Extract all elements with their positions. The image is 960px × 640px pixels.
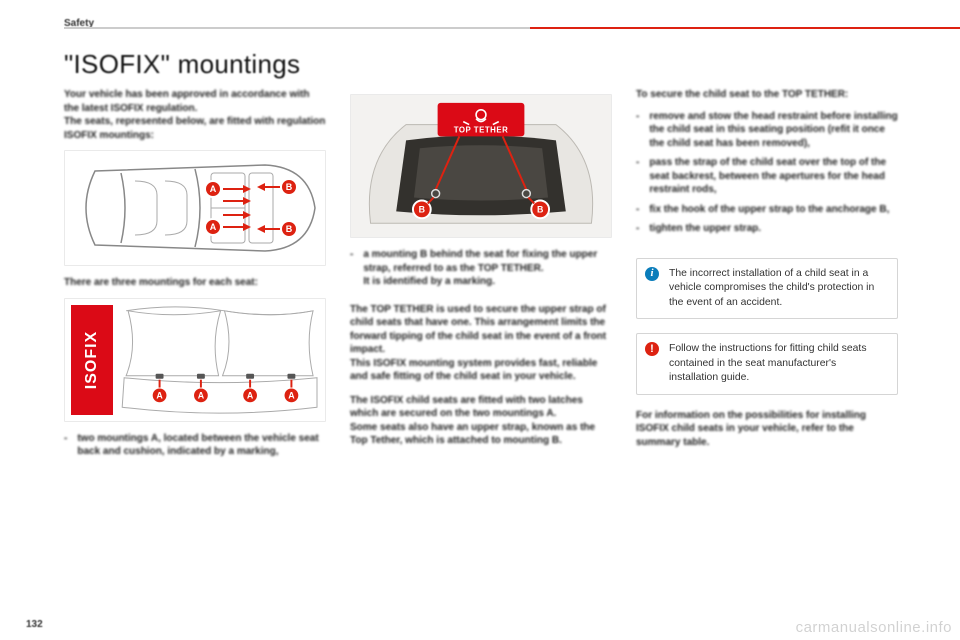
svg-text:A: A	[247, 390, 254, 400]
svg-text:A: A	[198, 390, 205, 400]
warning-text: Follow the instructions for fitting chil…	[669, 343, 867, 383]
col1-bullet-1: - two mountings A, located between the v…	[64, 432, 326, 459]
watermark: carmanualsonline.info	[796, 619, 952, 636]
col3-b4: -tighten the upper strap.	[636, 222, 898, 236]
content-columns: Your vehicle has been approved in accord…	[64, 88, 896, 465]
fig-caption: There are three mountings for each seat:	[64, 276, 326, 290]
isofix-seats-svg: A A A A	[65, 299, 325, 421]
trunk-svg: TOP TETHER B B	[351, 95, 611, 237]
column-2: TOP TETHER B B - a mounting B behind the…	[350, 88, 612, 465]
svg-text:A: A	[156, 390, 163, 400]
figure-car-topview: A A B B	[64, 150, 326, 266]
page-title: "ISOFIX" mountings	[64, 49, 896, 80]
info-icon: i	[645, 267, 659, 281]
svg-text:B: B	[537, 204, 543, 214]
car-top-svg: A A B B	[65, 151, 325, 265]
col3-footer: For information on the possibilities for…	[636, 409, 898, 450]
badge-B-group: B B	[281, 179, 297, 237]
dash-icon: -	[636, 110, 639, 151]
rule-red	[530, 27, 960, 29]
manual-page: Safety "ISOFIX" mountings Your vehicle h…	[0, 0, 960, 640]
col2-para2: The ISOFIX child seats are fitted with t…	[350, 394, 612, 448]
column-1: Your vehicle has been approved in accord…	[64, 88, 326, 465]
header-rule	[0, 27, 960, 29]
col2-para1: The TOP TETHER is used to secure the upp…	[350, 303, 612, 384]
column-3: To secure the child seat to the TOP TETH…	[636, 88, 898, 465]
dash-icon: -	[350, 248, 353, 289]
figure-isofix-label: ISOFIX A A A	[64, 298, 326, 422]
bullet-text: a mounting B behind the seat for fixing …	[363, 248, 612, 289]
col3-b3: -fix the hook of the upper strap to the …	[636, 203, 898, 217]
bullet-text: pass the strap of the child seat over th…	[649, 156, 898, 197]
col3-b2: -pass the strap of the child seat over t…	[636, 156, 898, 197]
dash-icon: -	[636, 203, 639, 217]
col3-heading: To secure the child seat to the TOP TETH…	[636, 88, 898, 102]
warning-icon: !	[645, 342, 659, 356]
warning-note-box: ! Follow the instructions for fitting ch…	[636, 333, 898, 395]
svg-text:B: B	[286, 224, 293, 234]
svg-text:B: B	[286, 182, 293, 192]
dash-icon: -	[636, 222, 639, 236]
bullet-text: remove and stow the head restraint befor…	[649, 110, 898, 151]
bullet-text: tighten the upper strap.	[649, 222, 761, 236]
dash-icon: -	[636, 156, 639, 197]
figure-trunk: TOP TETHER B B	[350, 94, 612, 238]
col2-bullet-1: - a mounting B behind the seat for fixin…	[350, 248, 612, 289]
svg-text:B: B	[419, 204, 425, 214]
svg-text:A: A	[288, 390, 295, 400]
svg-text:A: A	[210, 222, 217, 232]
col3-b1: -remove and stow the head restraint befo…	[636, 110, 898, 151]
dash-icon: -	[64, 432, 67, 459]
info-note-box: i The incorrect installation of a child …	[636, 258, 898, 320]
info-text: The incorrect installation of a child se…	[669, 268, 874, 308]
page-number: 132	[26, 619, 43, 630]
intro-para: Your vehicle has been approved in accord…	[64, 88, 326, 142]
svg-text:A: A	[210, 184, 217, 194]
svg-text:TOP TETHER: TOP TETHER	[454, 125, 509, 134]
bullet-text: fix the hook of the upper strap to the a…	[649, 203, 889, 217]
bullet-text: two mountings A, located between the veh…	[77, 432, 326, 459]
